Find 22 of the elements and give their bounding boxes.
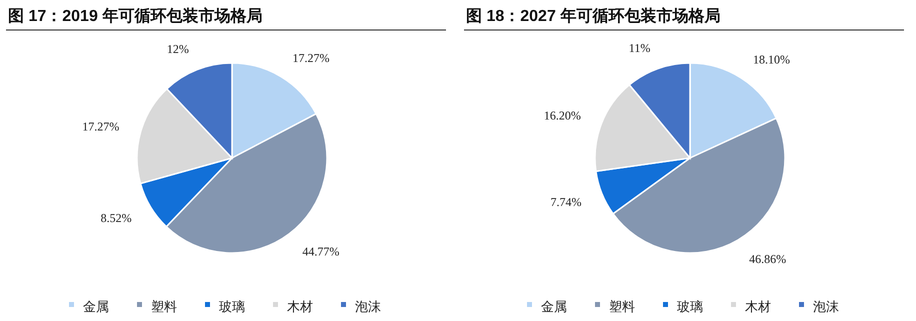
data-label: 11% xyxy=(628,40,650,55)
chart-title: 图 17：2019 年可循环包装市场格局 xyxy=(8,7,262,25)
data-label: 8.52% xyxy=(100,211,132,226)
data-label: 12% xyxy=(166,42,189,56)
data-label: 16.20% xyxy=(544,108,581,123)
legend-label: 金属 xyxy=(83,299,109,314)
data-label: 17.27% xyxy=(82,120,120,134)
legend-label: 塑料 xyxy=(151,299,177,314)
legend-label: 木材 xyxy=(287,299,313,314)
legend-label: 玻璃 xyxy=(219,299,245,314)
legend-label: 泡沫 xyxy=(355,299,381,314)
chart-title: 图 18：2027 年可循环包装市场格局 xyxy=(466,7,720,25)
legend-label: 木材 xyxy=(745,299,771,314)
data-label: 18.10% xyxy=(753,52,790,66)
data-label: 17.27% xyxy=(292,50,330,65)
legend-label: 塑料 xyxy=(609,299,635,314)
legend-label: 泡沫 xyxy=(813,299,839,314)
data-label: 46.86% xyxy=(749,252,786,266)
legend-label: 玻璃 xyxy=(677,299,703,314)
data-label: 7.74% xyxy=(550,194,582,209)
legend-label: 金属 xyxy=(541,299,567,314)
data-label: 44.77% xyxy=(302,244,340,258)
